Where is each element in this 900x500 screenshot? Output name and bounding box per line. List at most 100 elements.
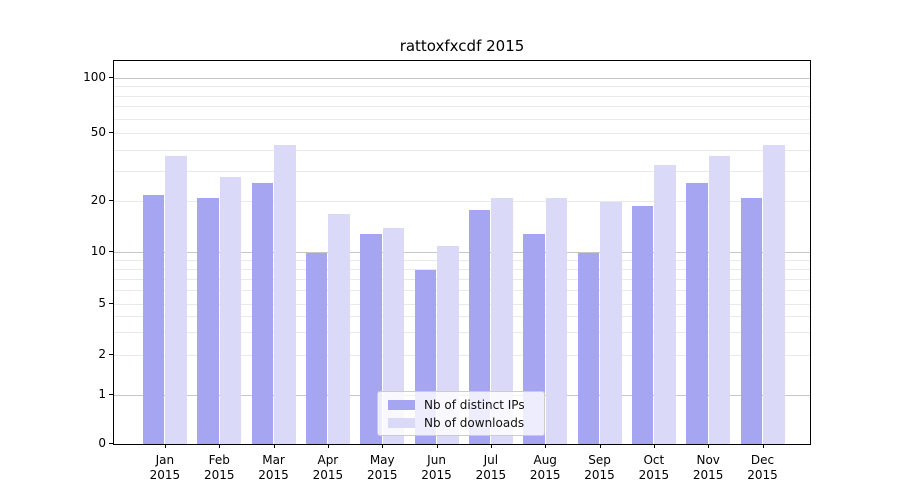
x-axis-label-year: 2015 [747,468,778,482]
bar [491,198,513,444]
x-axis-label: Oct 2015 [627,453,681,483]
major-gridline [114,201,810,202]
y-axis-tick [109,132,113,133]
legend-label: Nb of distinct IPs [424,397,525,412]
bar [328,213,350,444]
plot-area [113,60,811,445]
x-axis-label-year: 2015 [312,468,344,482]
minor-gridline [114,118,810,120]
bar [545,198,568,444]
y-axis-tick-label: 5 [98,296,106,310]
x-axis-tick [708,444,710,448]
x-axis-label-year: 2015 [203,468,235,482]
x-axis-tick [219,444,221,448]
x-axis-label: Jun 2015 [410,453,464,483]
bar [197,198,219,444]
x-axis-label: Jul 2015 [464,453,518,483]
x-axis-label-year: 2015 [529,468,561,482]
x-axis-tick [653,444,655,448]
y-axis-tick-label: 20 [90,193,106,207]
major-gridline [114,252,810,253]
x-axis-label: Dec 2015 [736,453,790,483]
x-axis-tick [762,444,764,448]
chart-title: rattoxfxcdf 2015 [399,37,525,55]
legend-swatch [388,417,415,428]
minor-gridline [114,106,810,108]
major-gridline [114,304,810,305]
bar [305,253,328,444]
x-axis-label: Nov 2015 [681,453,735,483]
x-axis-tick [382,444,384,448]
minor-gridline [114,259,810,261]
y-axis-tick [109,200,113,201]
x-axis-label-year: 2015 [149,468,181,482]
x-axis-tick [490,444,492,448]
x-axis-tick [164,444,166,448]
minor-gridline [114,170,810,172]
x-axis-label-year: 2015 [366,468,398,482]
bar [763,145,785,444]
minor-gridline [114,316,810,318]
minor-gridline [114,149,810,151]
legend-swatch [388,399,415,410]
x-axis-label: Apr 2015 [301,453,355,483]
bar [360,233,382,444]
x-axis-label: Jan 2015 [138,453,192,483]
x-axis-label-year: 2015 [638,468,670,482]
x-axis-label-year: 2015 [584,468,615,482]
y-axis-tick-label: 2 [98,347,106,361]
y-axis-tick-label: 10 [90,244,106,258]
y-axis-tick [109,303,113,304]
x-axis-label-year: 2015 [421,468,452,482]
x-axis-tick [327,444,329,448]
x-axis-tick [545,444,547,448]
legend-item: Nb of distinct IPs [388,398,534,412]
bar [708,156,731,444]
bar [142,194,165,444]
x-axis-label: Mar 2015 [247,453,301,483]
bar [740,198,763,444]
x-axis-tick [599,444,601,448]
bar [631,205,654,444]
y-axis-tick [109,354,113,355]
minor-gridline [114,86,810,88]
legend-label: Nb of downloads [424,415,525,430]
x-axis-tick [436,444,438,448]
major-gridline [114,355,810,356]
bar [468,209,491,444]
y-axis-tick [109,443,113,444]
bar [577,253,600,444]
minor-gridline [114,268,810,270]
x-axis-tick [273,444,275,448]
y-axis-tick-label: 1 [98,387,106,401]
minor-gridline [114,290,810,292]
x-axis-label: Feb 2015 [192,453,246,483]
bar [219,177,242,444]
minor-gridline [114,278,810,280]
y-axis-tick [109,251,113,252]
x-axis-label-year: 2015 [692,468,724,482]
major-gridline [114,78,810,79]
y-axis-tick-label: 0 [98,436,106,450]
y-axis-tick-label: 50 [90,125,106,139]
bar [251,182,274,444]
bar [382,228,405,444]
bar [600,202,622,444]
minor-gridline [114,95,810,97]
x-axis-label: May 2015 [355,453,409,483]
x-axis-label-year: 2015 [475,468,507,482]
y-axis-tick-label: 100 [83,70,106,84]
legend: Nb of distinct IPs Nb of downloads [377,391,545,436]
x-axis-label-year: 2015 [258,468,289,482]
legend-item: Nb of downloads [388,416,534,430]
bar [274,145,296,444]
major-gridline [114,133,810,134]
bar [654,164,676,444]
minor-gridline [114,332,810,334]
bar [686,182,708,444]
x-axis-label: Sep 2015 [573,453,627,483]
y-axis-tick [109,77,113,78]
x-axis-label: Aug 2015 [518,453,572,483]
y-axis-tick [109,394,113,395]
